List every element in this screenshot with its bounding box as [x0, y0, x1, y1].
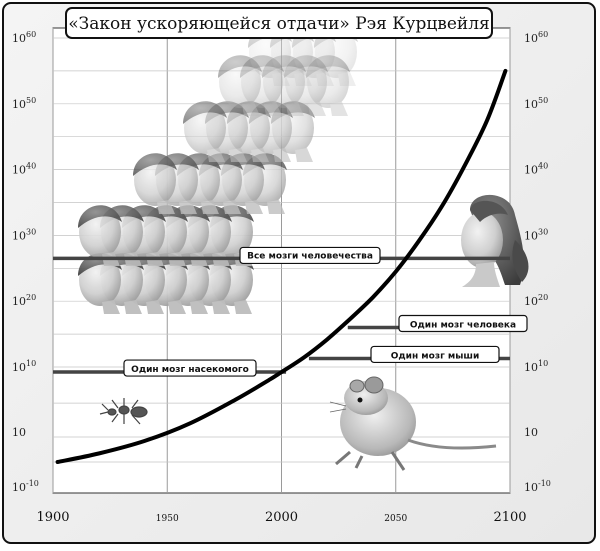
x-tick-label-1: 1950 — [156, 514, 179, 524]
head-neck — [330, 102, 348, 116]
head-neck — [316, 72, 334, 86]
head-hair — [78, 205, 122, 228]
head-neck — [234, 300, 252, 314]
x-tick-label-4: 2100 — [493, 510, 526, 525]
head-neck — [245, 200, 263, 214]
head-neck — [251, 148, 269, 162]
head-neck — [272, 72, 290, 86]
head-neck — [273, 148, 291, 162]
reference-label-1: Один мозг человека — [410, 321, 516, 331]
head-neck — [179, 200, 197, 214]
y-tick-label-left-7: 1060 — [12, 30, 36, 45]
head-neck — [157, 200, 175, 214]
head-hair — [183, 101, 227, 124]
mouse-illustration — [329, 376, 497, 471]
head-neck — [223, 200, 241, 214]
chart-title: «Закон ускоряющейся отдачи» Рэя Курцвейл… — [68, 14, 490, 34]
reference-label-box-1 — [398, 314, 528, 333]
y-tick-label-left-5: 1040 — [12, 162, 36, 177]
head-neck — [102, 300, 120, 314]
x-tick-label-3: 2050 — [384, 514, 407, 524]
y-tick-label-left-6: 1050 — [12, 96, 36, 111]
head-neck — [294, 72, 312, 86]
head-neck — [242, 102, 260, 116]
head-hair — [133, 153, 177, 176]
head-neck — [207, 148, 225, 162]
head-neck — [338, 72, 356, 86]
title-box — [65, 7, 493, 39]
y-tick-label-right-3: 1020 — [524, 293, 548, 308]
head-neck — [264, 102, 282, 116]
human-head-1-0 — [78, 205, 122, 266]
reference-label-2: Один мозг мыши — [391, 351, 480, 361]
human-head-2-0 — [133, 153, 177, 214]
ant-illustration — [99, 398, 148, 425]
x-tick-label-2: 2000 — [265, 510, 298, 525]
x-tick-label-0: 1900 — [36, 510, 69, 525]
series-line-0 — [55, 68, 508, 464]
y-tick-label-left-4: 1030 — [12, 227, 36, 242]
y-tick-label-right-5: 1040 — [524, 162, 548, 177]
y-tick-label-left-3: 1020 — [12, 293, 36, 308]
head-neck — [229, 148, 247, 162]
head-neck — [212, 300, 230, 314]
head-neck — [146, 300, 164, 314]
human-head-3-0 — [183, 101, 227, 162]
reference-label-3: Один мозг насекомого — [131, 365, 249, 375]
girl-illustration — [461, 194, 529, 287]
head-neck — [168, 300, 186, 314]
reference-lines: Все мозги человечества Один мозг человека… — [53, 246, 528, 377]
reference-label-0: Все мозги человечества — [247, 251, 373, 261]
reference-label-box-0 — [239, 246, 381, 265]
reference-label-box-3 — [123, 359, 257, 377]
y-tick-label-right-4: 1030 — [524, 227, 548, 242]
head-neck — [286, 102, 304, 116]
y-tick-label-left-0: 10-10 — [12, 479, 39, 494]
head-neck — [201, 200, 219, 214]
y-tick-label-left-2: 1010 — [12, 359, 36, 374]
y-tick-label-right-6: 1050 — [524, 96, 548, 111]
y-tick-label-right-1: 10 — [524, 426, 538, 439]
y-tick-label-right-7: 1060 — [524, 30, 548, 45]
head-neck — [190, 300, 208, 314]
head-neck — [295, 148, 313, 162]
y-tick-label-left-1: 10 — [12, 426, 26, 439]
head-neck — [267, 200, 285, 214]
reference-label-box-2 — [370, 345, 500, 364]
head-neck — [124, 300, 142, 314]
y-tick-label-right-0: 10-10 — [524, 479, 551, 494]
y-tick-label-right-2: 1010 — [524, 359, 548, 374]
head-neck — [308, 102, 326, 116]
